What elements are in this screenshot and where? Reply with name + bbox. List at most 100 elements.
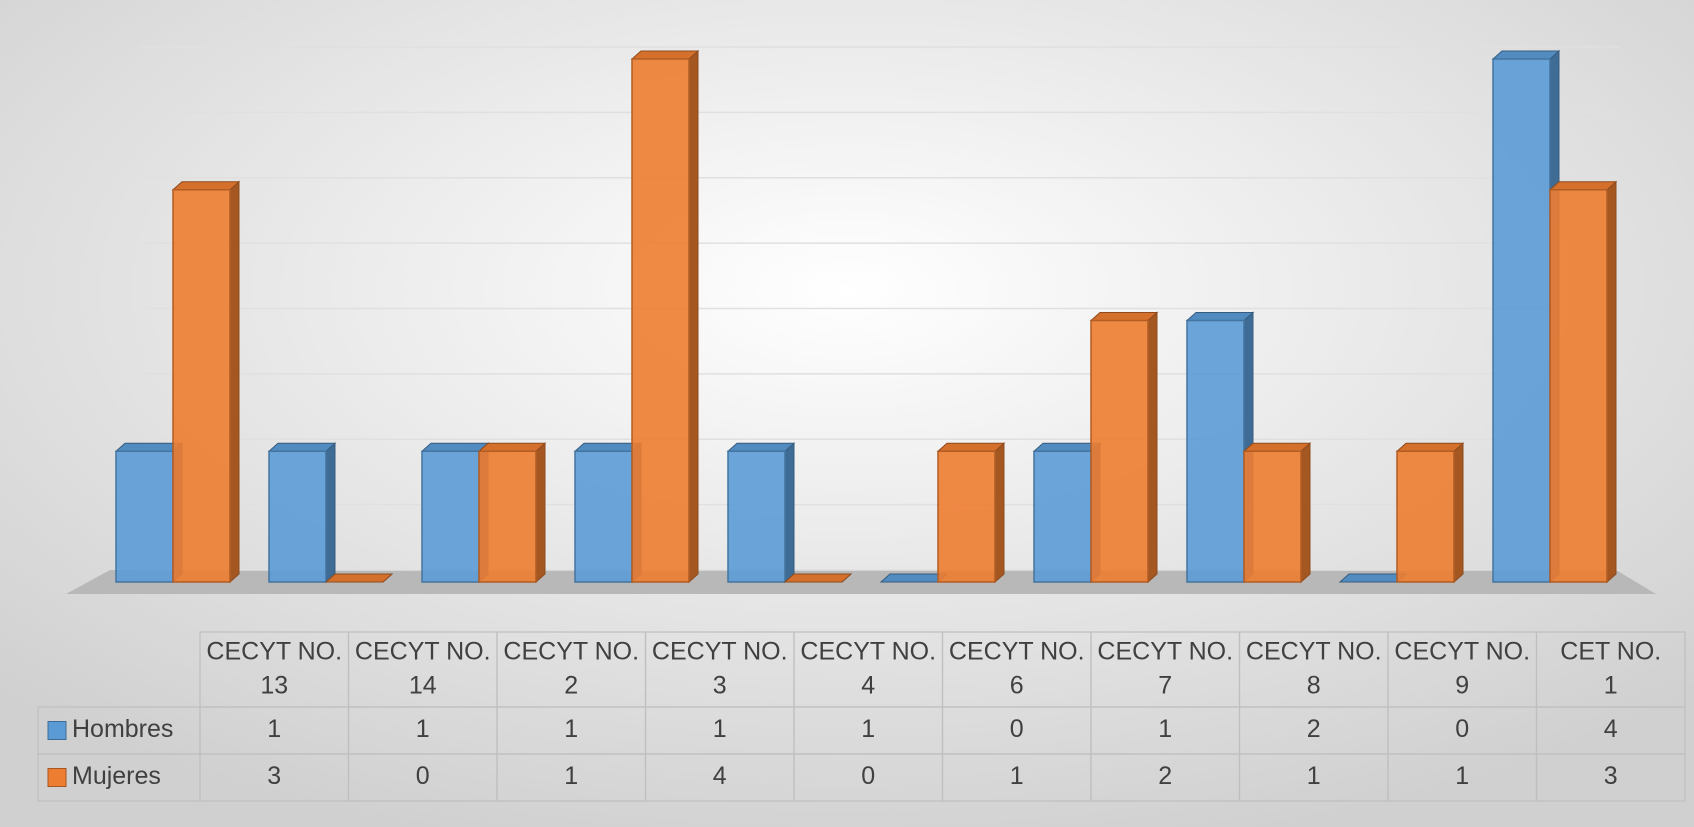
bar	[268, 450, 327, 583]
table-value: 0	[861, 762, 875, 790]
category-label: CECYT NO. 4	[800, 637, 936, 699]
bar	[421, 450, 480, 583]
bar-side	[688, 49, 699, 584]
table-value: 4	[713, 762, 727, 790]
bar	[1549, 189, 1608, 583]
bar	[1396, 450, 1455, 583]
bar	[1033, 450, 1092, 583]
bar-top	[936, 442, 1006, 452]
bar	[1492, 58, 1551, 583]
legend-swatch	[47, 768, 67, 787]
bar	[937, 450, 996, 583]
bar-top	[1395, 442, 1465, 452]
bar-top	[1242, 442, 1312, 452]
category-line: 1	[1604, 671, 1618, 699]
bar-top	[267, 442, 337, 452]
bar-top	[1548, 181, 1618, 191]
bar-top	[1338, 573, 1408, 583]
bar-side	[994, 442, 1005, 584]
bar-side	[1300, 442, 1311, 584]
table-value: 4	[1604, 715, 1618, 743]
legend-label: Hombres	[72, 715, 173, 743]
bar-top	[783, 573, 853, 583]
bar-top	[1032, 442, 1102, 452]
bar-side	[325, 442, 336, 584]
bar-side	[784, 442, 795, 584]
category-line: 13	[260, 671, 288, 699]
table-value: 3	[1604, 762, 1618, 790]
category-label: CECYT NO. 14	[355, 637, 491, 699]
category-label: CECYT NO. 3	[652, 637, 788, 699]
table-value: 1	[1307, 762, 1321, 790]
category-label: CECYT NO. 9	[1394, 637, 1530, 699]
bar-top	[324, 573, 394, 583]
bar	[172, 189, 231, 583]
category-line: 2	[564, 671, 578, 699]
table-value: 1	[1010, 762, 1024, 790]
table-cell	[37, 753, 201, 802]
bar	[574, 450, 633, 583]
bar-top	[1185, 312, 1255, 321]
table-value: 0	[1455, 715, 1469, 743]
category-label: CECYT NO. 6	[949, 637, 1085, 699]
table-value: 0	[416, 762, 430, 790]
category-line: 8	[1307, 671, 1321, 699]
bar-top	[114, 442, 184, 452]
bar	[1243, 450, 1302, 583]
category-line: CET NO.	[1560, 637, 1661, 665]
bar-top	[1089, 312, 1159, 321]
table-cell	[1535, 753, 1686, 802]
bar-side	[1147, 311, 1158, 584]
table-value: 1	[1455, 762, 1469, 790]
category-line: CECYT NO.	[355, 637, 491, 665]
table-value: 1	[713, 715, 727, 743]
table-value: 1	[564, 762, 578, 790]
category-label: CET NO. 1	[1560, 637, 1661, 699]
category-line: CECYT NO.	[1246, 637, 1382, 665]
category-label: CECYT NO. 7	[1097, 637, 1233, 699]
legend-label: Mujeres	[72, 762, 161, 790]
category-line: CECYT NO.	[652, 637, 788, 665]
category-line: 9	[1455, 671, 1469, 699]
table-value: 1	[416, 715, 430, 743]
bar-side	[1606, 180, 1617, 584]
bar-top	[171, 181, 241, 191]
category-line: CECYT NO.	[800, 637, 936, 665]
category-line: 4	[861, 671, 875, 699]
table-value: 3	[267, 762, 281, 790]
table-value: 2	[1307, 715, 1321, 743]
category-line: 3	[713, 671, 727, 699]
bar-top	[879, 573, 949, 583]
category-line: CECYT NO.	[206, 637, 342, 665]
category-label: CECYT NO. 8	[1246, 637, 1382, 699]
bar-top	[726, 442, 796, 452]
bar	[478, 450, 537, 583]
category-label: CECYT NO. 2	[503, 637, 639, 699]
bar-top	[630, 50, 700, 60]
bar-side	[1453, 442, 1464, 584]
category-line: CECYT NO.	[1394, 637, 1530, 665]
category-line: 14	[409, 671, 437, 699]
bar-side	[535, 442, 546, 584]
table-value: 1	[1158, 715, 1172, 743]
category-line: CECYT NO.	[1097, 637, 1233, 665]
category-label: CECYT NO. 13	[206, 637, 342, 699]
bar	[115, 450, 174, 583]
category-line: CECYT NO.	[503, 637, 639, 665]
category-line: 7	[1158, 671, 1172, 699]
table-value: 2	[1158, 762, 1172, 790]
bar	[727, 450, 786, 583]
table-value: 1	[564, 715, 578, 743]
bar-top	[420, 442, 490, 452]
table-value: 1	[267, 715, 281, 743]
table-value: 0	[1010, 715, 1024, 743]
table-value: 1	[861, 715, 875, 743]
bar-top	[1491, 50, 1561, 60]
bar	[631, 58, 690, 583]
bar-top	[573, 442, 643, 452]
bar	[1186, 319, 1245, 583]
legend-swatch	[47, 721, 67, 740]
bar-side	[229, 180, 240, 584]
